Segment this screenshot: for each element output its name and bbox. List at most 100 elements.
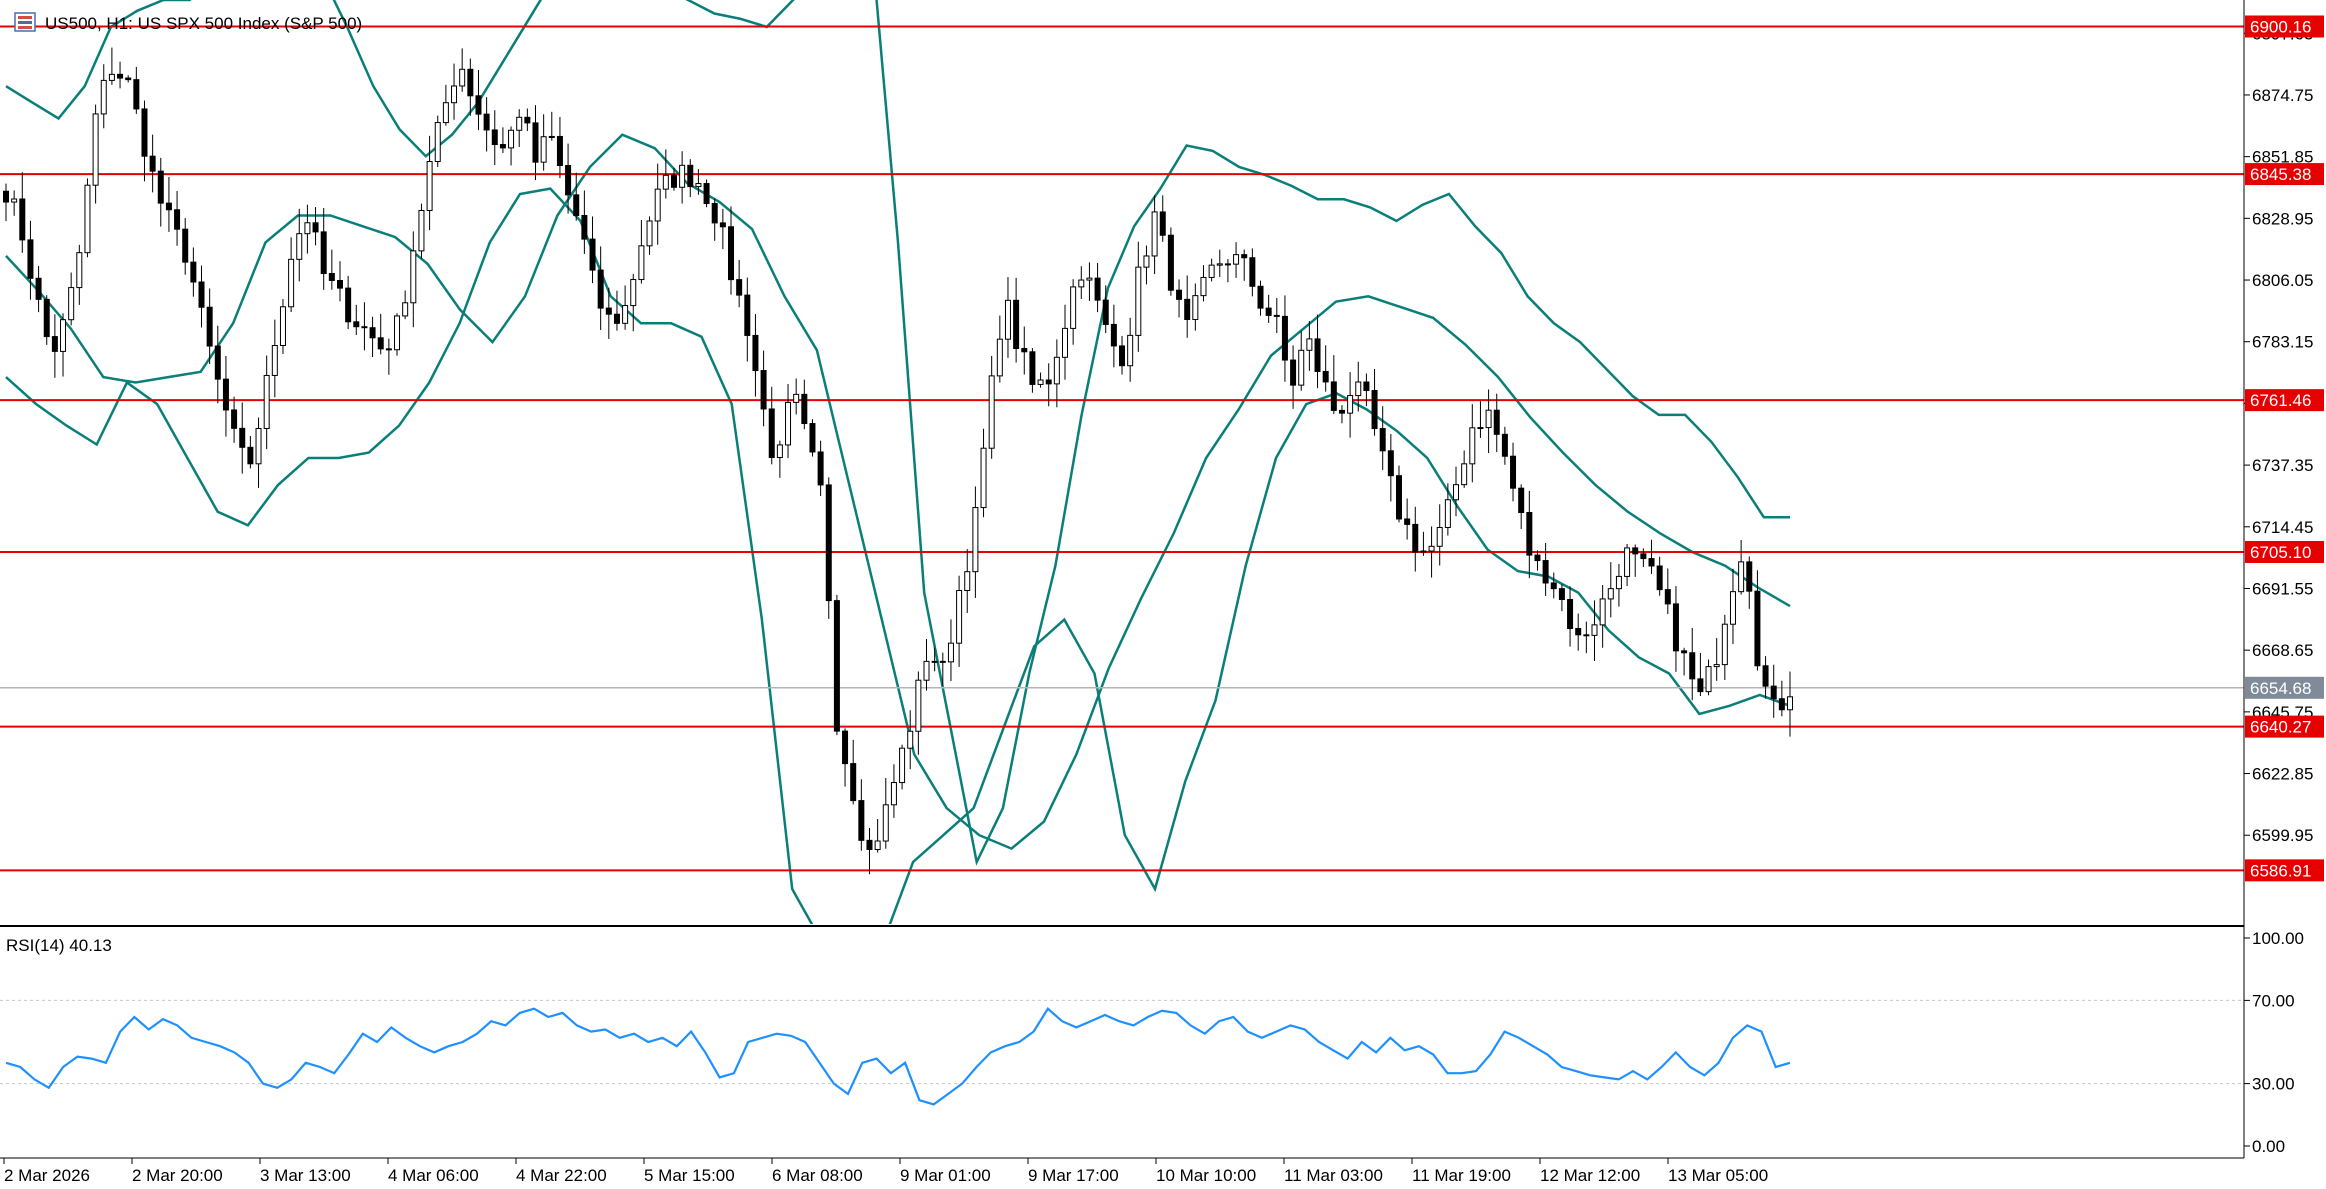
candle xyxy=(51,314,58,378)
svg-text:6640.27: 6640.27 xyxy=(2250,718,2311,737)
candle xyxy=(1444,483,1451,536)
candle xyxy=(369,316,376,358)
candle xyxy=(858,779,865,851)
candle xyxy=(508,126,515,166)
candle xyxy=(1224,258,1231,283)
candle xyxy=(1330,355,1337,414)
candle xyxy=(1004,277,1011,358)
level-price-tag: 6761.46 xyxy=(2245,389,2324,412)
price-tick-label: 6599.95 xyxy=(2252,826,2313,845)
candle xyxy=(133,66,140,114)
candle xyxy=(198,265,205,328)
time-tick-label: 4 Mar 22:00 xyxy=(516,1166,607,1184)
candle xyxy=(1086,262,1093,301)
candle xyxy=(141,100,148,182)
candle xyxy=(719,208,726,250)
candle xyxy=(695,169,702,195)
candle xyxy=(1143,245,1150,285)
candle xyxy=(1436,504,1443,566)
candle xyxy=(165,177,172,232)
candlesticks xyxy=(3,47,1793,875)
candle xyxy=(255,417,262,488)
level-price-tag: 6640.27 xyxy=(2245,715,2324,738)
candle xyxy=(1681,647,1688,676)
candle xyxy=(1518,484,1525,529)
candle xyxy=(312,207,319,246)
rsi-tick-label: 70.00 xyxy=(2252,991,2295,1010)
candle xyxy=(1624,543,1631,587)
rsi-tick-label: 30.00 xyxy=(2252,1075,2295,1094)
time-tick-label: 9 Mar 17:00 xyxy=(1028,1166,1119,1184)
candle xyxy=(239,402,246,474)
candle xyxy=(711,198,718,241)
candles-icon[interactable] xyxy=(14,12,36,32)
candle xyxy=(345,275,352,330)
candle xyxy=(988,355,995,459)
time-tick-label: 12 Mar 12:00 xyxy=(1540,1166,1640,1184)
horizontal-levels[interactable] xyxy=(0,25,2244,872)
candle xyxy=(573,172,580,221)
bb-upper-line xyxy=(5,0,1790,866)
candle xyxy=(1184,275,1191,338)
candle xyxy=(825,477,832,619)
candle xyxy=(27,220,34,300)
candle xyxy=(817,440,824,496)
price-tick-label: 6691.55 xyxy=(2252,579,2313,598)
candle xyxy=(125,75,132,83)
time-axis[interactable]: 2 Mar 2026 2 Mar 20:00 3 Mar 13:00 4 Mar 06… xyxy=(3,1158,1768,1185)
candle xyxy=(524,108,531,131)
candle xyxy=(410,231,417,328)
level-price-tag: 6586.91 xyxy=(2245,859,2324,882)
candle xyxy=(956,575,963,667)
candle xyxy=(1110,304,1117,368)
svg-text:6761.46: 6761.46 xyxy=(2250,391,2311,410)
time-tick-label: 11 Mar 03:00 xyxy=(1284,1166,1383,1184)
candle xyxy=(1501,426,1508,465)
candle xyxy=(1192,283,1199,331)
chart-header: US500, H1: US SPX 500 Index (S&P 500) xyxy=(14,12,362,33)
candle xyxy=(1485,389,1492,453)
candle xyxy=(1208,258,1215,282)
candle xyxy=(1404,498,1411,540)
candle xyxy=(491,110,498,165)
time-tick-label: 10 Mar 10:00 xyxy=(1156,1166,1256,1184)
candle xyxy=(1542,542,1549,596)
level-price-tag: 6900.16 xyxy=(2245,15,2324,38)
candle xyxy=(931,647,938,672)
candle xyxy=(1713,638,1720,681)
candle xyxy=(1583,621,1590,654)
candle xyxy=(589,216,596,284)
candle xyxy=(1575,613,1582,651)
candle xyxy=(1664,568,1671,615)
candle xyxy=(1469,404,1476,483)
time-tick-label: 4 Mar 06:00 xyxy=(388,1166,479,1184)
candle xyxy=(1249,248,1256,297)
candle xyxy=(744,277,751,362)
candle xyxy=(760,350,767,427)
candle xyxy=(174,191,181,246)
current-price-tag: 6654.68 xyxy=(2245,676,2324,699)
candle xyxy=(1363,373,1370,407)
candle xyxy=(231,396,238,443)
bb-lower-line xyxy=(5,187,1791,924)
candle xyxy=(1355,361,1362,412)
candle xyxy=(556,117,563,179)
candle xyxy=(394,313,401,356)
time-tick-label: 2 Mar 2026 xyxy=(4,1166,90,1184)
candle xyxy=(980,428,987,518)
candle xyxy=(1461,450,1468,488)
candle xyxy=(1395,465,1402,523)
candle xyxy=(809,419,816,457)
svg-text:6586.91: 6586.91 xyxy=(2250,861,2311,880)
candle xyxy=(377,313,384,355)
price-axis[interactable]: 6897.656874.756851.856828.956806.056783.… xyxy=(2244,24,2313,1156)
candle xyxy=(703,179,710,208)
candle xyxy=(1037,372,1044,388)
candle xyxy=(1689,627,1696,701)
candle xyxy=(1281,295,1288,382)
candle xyxy=(1021,326,1028,375)
candle xyxy=(1200,265,1207,302)
candle xyxy=(1167,227,1174,296)
